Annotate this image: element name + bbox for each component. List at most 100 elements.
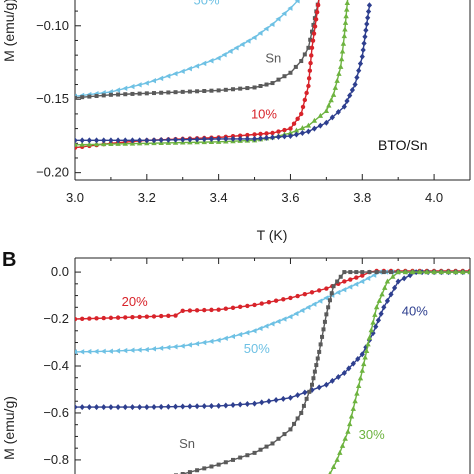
panel-b-y-axis-label: M (emu/g) bbox=[1, 396, 17, 460]
panel-a-series-1-point bbox=[202, 88, 207, 93]
panel-a-series-3-point bbox=[305, 122, 312, 128]
panel-a-series-3-point bbox=[340, 40, 347, 46]
panel-a-series-4-point bbox=[349, 87, 355, 94]
panel-a-series-0-point bbox=[275, 16, 281, 22]
panel-b-series-1-point bbox=[93, 348, 99, 355]
panel-b-series-3-point bbox=[202, 466, 207, 471]
panel-a-series-2-point bbox=[295, 116, 300, 122]
panel-b-series-0-point bbox=[209, 307, 214, 313]
panel-a-series-2-point bbox=[306, 83, 311, 89]
panel-a-series-3-point bbox=[293, 127, 300, 133]
panel-b-series-4-point bbox=[354, 390, 360, 396]
panel-b-series-4-point bbox=[460, 269, 466, 275]
panel-b-series-4-point bbox=[402, 269, 409, 275]
panel-b-series-1-point bbox=[353, 281, 359, 287]
panel-a-series-3-point bbox=[108, 141, 114, 147]
panel-b-series-0-point bbox=[266, 299, 272, 305]
panel-b-series-2-point bbox=[401, 275, 407, 282]
panel-b-series-2-point bbox=[144, 404, 150, 411]
panel-b-series-2-point bbox=[295, 392, 301, 399]
panel-b-series-4-point bbox=[337, 449, 343, 455]
panel-b-series-3-point bbox=[318, 342, 323, 347]
panel-b-series-2-point bbox=[187, 403, 193, 410]
panel-b-series-2-point bbox=[151, 403, 157, 410]
panel-b-series-0-point bbox=[230, 305, 236, 310]
panel-a-series-4-point bbox=[216, 135, 222, 142]
panel-a-series-3-point bbox=[101, 141, 107, 147]
panel-a-series-0-point bbox=[208, 58, 214, 64]
panel-a-series-2-point bbox=[309, 53, 314, 58]
panel-a-series-4-point bbox=[341, 103, 347, 110]
panel-b-series-3-point bbox=[299, 410, 304, 415]
panel-b-series-4-point bbox=[368, 327, 374, 333]
panel-a-series-1-point bbox=[116, 92, 121, 97]
panel-b-series-4-point bbox=[467, 269, 470, 275]
panel-b-series-1-point bbox=[165, 344, 171, 351]
panel-a-series-0-point bbox=[263, 26, 269, 32]
panel-b-series-4-point bbox=[445, 269, 452, 275]
panel-b-series-0-point bbox=[360, 273, 365, 278]
panel-a-series-0-point bbox=[158, 75, 164, 82]
panel-a-series-3-point bbox=[86, 141, 93, 147]
panel-b-series-label: Sn bbox=[179, 436, 195, 451]
panel-a-series-3-point bbox=[115, 140, 121, 146]
panel-a-series-1-point bbox=[282, 74, 287, 79]
panel-b-series-4-point bbox=[355, 382, 362, 388]
panel-a-series-4-point bbox=[86, 137, 92, 144]
panel-a-series-0-point bbox=[201, 60, 207, 67]
panel-b-series-3-point bbox=[311, 376, 316, 381]
panel-a-series-0-point bbox=[165, 73, 171, 79]
panel-b-series-2-point bbox=[329, 377, 335, 384]
panel-b-series-0-point bbox=[75, 316, 78, 322]
panel-b-series-2-point bbox=[129, 404, 136, 411]
panel-b-series-4-point bbox=[363, 347, 370, 353]
panel-b-series-0-point bbox=[316, 288, 322, 293]
panel-b-series-1-point bbox=[281, 316, 287, 322]
panel-a-series-0-point bbox=[215, 55, 221, 61]
panel-b-series-1-point bbox=[75, 349, 77, 355]
panel-b-series-2-point bbox=[244, 401, 250, 408]
panel-b-series-3-point bbox=[295, 416, 300, 421]
panel-b-series-4-point bbox=[345, 428, 351, 434]
panel-b-series-2-point bbox=[201, 403, 207, 410]
panel-a-series-0-point bbox=[257, 30, 263, 36]
panel-b-series-2-point bbox=[378, 310, 384, 317]
panel-b-series-4-line bbox=[329, 271, 470, 474]
panel-a-series-1-point bbox=[108, 92, 113, 97]
panel-b-series-3-point bbox=[324, 312, 329, 317]
panel-a-series-1-point bbox=[173, 90, 178, 95]
panel-a-series-1-point bbox=[311, 22, 316, 27]
panel-a-series-3-point bbox=[341, 33, 348, 39]
panel-a-series-4-point bbox=[344, 98, 350, 105]
panel-b-series-2-point bbox=[108, 404, 114, 411]
panel-b-series-0-point bbox=[123, 315, 128, 320]
panel-b-series-2-point bbox=[208, 403, 215, 410]
panel-b-series-3-point bbox=[245, 453, 250, 458]
panel-b-series-1-point bbox=[115, 348, 121, 354]
panel-a-series-4-point bbox=[208, 136, 215, 143]
panel-b-series-1-point bbox=[335, 289, 341, 296]
panel-b-series-0-point bbox=[288, 295, 293, 301]
panel-a-series-3-point bbox=[323, 107, 330, 113]
panel-a-series-1-point bbox=[94, 93, 99, 98]
panel-a-series-1-point bbox=[245, 86, 250, 91]
panel-a-series-4-point bbox=[352, 81, 358, 88]
panel-b-series-1-point bbox=[107, 348, 113, 354]
panel-b-series-3-point bbox=[320, 334, 325, 339]
panel-a-series-4-point bbox=[305, 128, 312, 135]
panel-b-series-1-point bbox=[347, 284, 353, 290]
panel-b-series-1-point bbox=[79, 349, 85, 355]
panel-a-series-3 bbox=[75, 0, 351, 147]
panel-b-series-4-point bbox=[362, 354, 368, 360]
panel-b-series-3-point bbox=[304, 396, 309, 401]
panel-a-series-0-point bbox=[186, 65, 192, 72]
panel-b-series-2-point bbox=[280, 395, 286, 402]
panel-a-series-1-point bbox=[166, 90, 171, 95]
panel-a-series-1-point bbox=[137, 91, 142, 96]
panel-b-series-2-point bbox=[251, 400, 258, 407]
panel-a-series-2-point bbox=[306, 76, 312, 81]
panel-a-series-2-point bbox=[237, 133, 243, 138]
panel-a-series-4-point bbox=[323, 119, 329, 126]
panel-b-series-1-point bbox=[143, 346, 149, 353]
